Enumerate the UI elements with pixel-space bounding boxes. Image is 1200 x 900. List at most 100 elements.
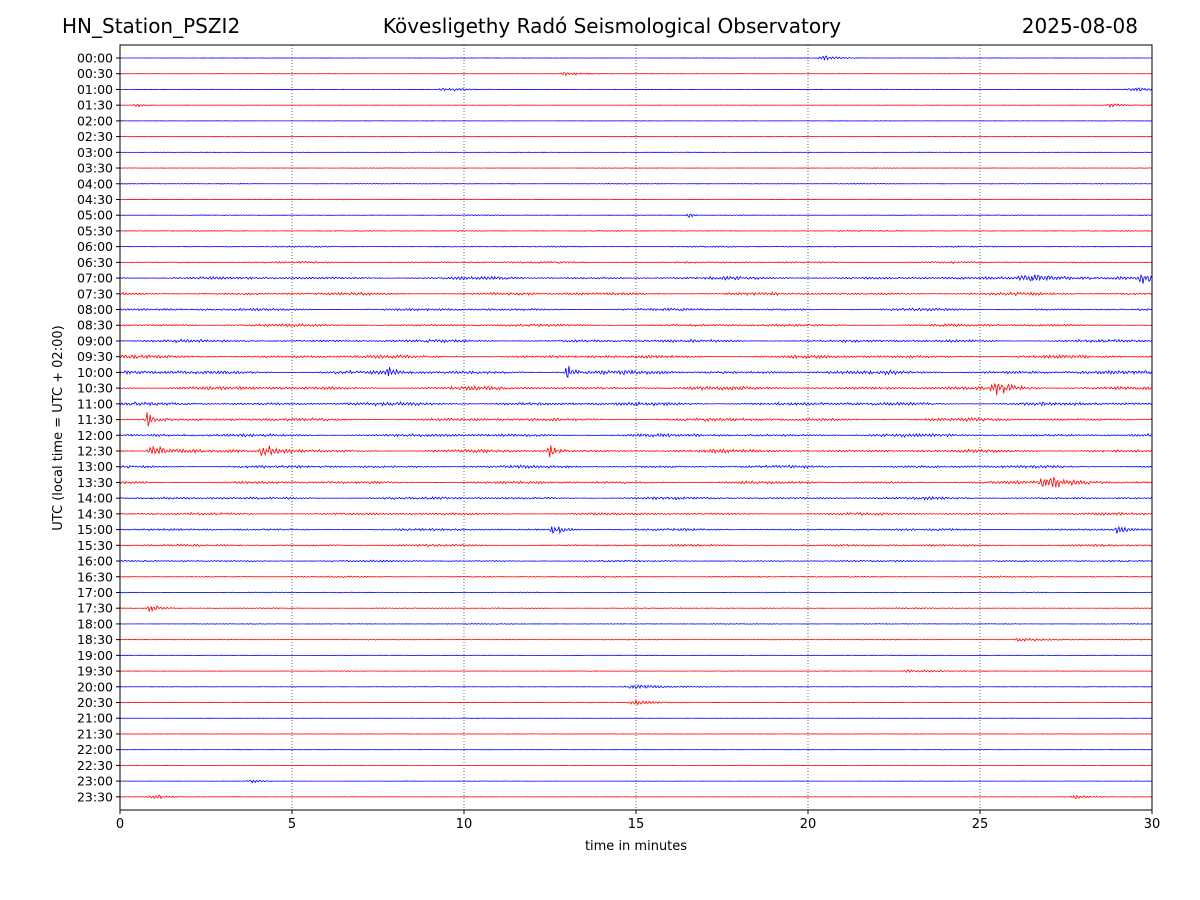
x-tick-label: 30 bbox=[1144, 817, 1161, 832]
y-tick-label: 15:30 bbox=[77, 538, 113, 553]
y-tick-label: 18:00 bbox=[77, 616, 113, 631]
trace-0730 bbox=[119, 291, 1153, 297]
y-tick-label: 16:00 bbox=[77, 554, 113, 569]
y-tick-label: 07:30 bbox=[77, 286, 113, 301]
y-tick-label: 08:00 bbox=[77, 302, 113, 317]
trace-1530 bbox=[119, 543, 1153, 548]
trace-0100 bbox=[119, 87, 1153, 92]
y-tick-label: 20:00 bbox=[77, 679, 113, 694]
y-tick-label: 13:30 bbox=[77, 475, 113, 490]
x-tick-layer: 0 5 10 15 20 25 30 bbox=[116, 810, 1160, 832]
y-tick-label: 12:00 bbox=[77, 428, 113, 443]
y-tick-label: 04:00 bbox=[77, 176, 113, 191]
y-tick-label: 00:30 bbox=[77, 66, 113, 81]
trace-2200 bbox=[119, 748, 1153, 751]
trace-2100 bbox=[119, 717, 1153, 719]
trace-0930 bbox=[119, 354, 1153, 360]
y-tick-label: 23:30 bbox=[77, 789, 113, 804]
y-tick-label: 09:30 bbox=[77, 349, 113, 364]
trace-2000 bbox=[119, 684, 1153, 690]
y-tick-label: 04:30 bbox=[77, 192, 113, 207]
trace-1230 bbox=[119, 445, 1153, 458]
y-tick-label: 15:00 bbox=[77, 522, 113, 537]
trace-0630 bbox=[119, 260, 1153, 264]
y-tick-label: 21:30 bbox=[77, 726, 113, 741]
trace-0400 bbox=[119, 182, 1153, 185]
y-tick-label: 22:30 bbox=[77, 758, 113, 773]
y-axis-label: UTC (local time = UTC + 02:00) bbox=[51, 325, 66, 530]
y-tick-label: 12:30 bbox=[77, 444, 113, 459]
y-tick-label: 03:00 bbox=[77, 145, 113, 160]
trace-1400 bbox=[119, 495, 1153, 501]
trace-1800 bbox=[119, 623, 1153, 625]
x-axis-label: time in minutes bbox=[585, 839, 687, 854]
trace-0230 bbox=[119, 135, 1153, 138]
x-tick-label: 10 bbox=[456, 817, 473, 832]
y-tick-label: 07:00 bbox=[77, 271, 113, 286]
trace-2130 bbox=[119, 733, 1153, 735]
y-tick-label: 13:00 bbox=[77, 459, 113, 474]
y-tick-label: 02:30 bbox=[77, 129, 113, 144]
observatory-title: Kövesligethy Radó Seismological Observat… bbox=[382, 14, 842, 38]
y-tick-label: 22:00 bbox=[77, 742, 113, 757]
y-tick-label: 06:30 bbox=[77, 255, 113, 270]
y-tick-label: 23:00 bbox=[77, 774, 113, 789]
trace-1730 bbox=[119, 605, 1153, 613]
record-date: 2025-08-08 bbox=[1021, 14, 1138, 38]
y-tick-label: 11:00 bbox=[77, 396, 113, 411]
x-tick-label: 15 bbox=[628, 817, 645, 832]
trace-layer bbox=[119, 55, 1153, 800]
y-tick-label: 17:00 bbox=[77, 585, 113, 600]
trace-1430 bbox=[119, 511, 1153, 516]
y-tick-label: 11:30 bbox=[77, 412, 113, 427]
trace-1100 bbox=[119, 401, 1153, 407]
trace-0530 bbox=[119, 229, 1153, 232]
x-tick-label: 20 bbox=[800, 817, 817, 832]
trace-1030 bbox=[119, 382, 1153, 396]
trace-1600 bbox=[119, 559, 1153, 563]
x-tick-label: 25 bbox=[972, 817, 989, 832]
trace-0300 bbox=[119, 151, 1153, 154]
y-tick-label: 17:30 bbox=[77, 601, 113, 616]
y-tick-label: 19:30 bbox=[77, 664, 113, 679]
x-tick-label: 0 bbox=[116, 817, 124, 832]
trace-2230 bbox=[119, 764, 1153, 767]
trace-1330 bbox=[119, 476, 1153, 488]
trace-1830 bbox=[119, 637, 1153, 642]
y-tick-label: 20:30 bbox=[77, 695, 113, 710]
trace-0430 bbox=[119, 198, 1153, 201]
y-tick-label: 06:00 bbox=[77, 239, 113, 254]
y-tick-label: 08:30 bbox=[77, 318, 113, 333]
trace-0800 bbox=[119, 307, 1153, 312]
y-tick-label: 10:00 bbox=[77, 365, 113, 380]
trace-1900 bbox=[119, 654, 1153, 657]
trace-2300 bbox=[119, 779, 1153, 784]
trace-0600 bbox=[119, 245, 1153, 248]
trace-1200 bbox=[119, 432, 1153, 439]
y-tick-label: 18:30 bbox=[77, 632, 113, 647]
grid-layer bbox=[291, 45, 981, 810]
trace-0200 bbox=[119, 120, 1153, 122]
trace-1930 bbox=[119, 669, 1153, 673]
y-tick-label: 16:30 bbox=[77, 569, 113, 584]
y-tick-label: 02:00 bbox=[77, 113, 113, 128]
y-tick-label: 19:00 bbox=[77, 648, 113, 663]
trace-0130 bbox=[119, 103, 1153, 109]
y-tick-label: 01:00 bbox=[77, 82, 113, 97]
trace-1630 bbox=[119, 575, 1153, 579]
trace-0000 bbox=[119, 55, 1153, 61]
trace-1000 bbox=[119, 365, 1153, 379]
y-tick-layer: 00:0000:3001:0001:3002:0002:3003:0003:30… bbox=[77, 51, 120, 804]
trace-1300 bbox=[119, 464, 1153, 470]
y-tick-label: 09:00 bbox=[77, 333, 113, 348]
y-tick-label: 03:30 bbox=[77, 161, 113, 176]
y-tick-label: 01:30 bbox=[77, 98, 113, 113]
trace-0830 bbox=[119, 322, 1153, 328]
trace-0700 bbox=[119, 273, 1153, 284]
trace-1700 bbox=[119, 591, 1153, 594]
station-name: HN_Station_PSZI2 bbox=[62, 14, 241, 38]
trace-0900 bbox=[119, 338, 1153, 344]
y-tick-label: 05:00 bbox=[77, 208, 113, 223]
y-tick-label: 10:30 bbox=[77, 381, 113, 396]
